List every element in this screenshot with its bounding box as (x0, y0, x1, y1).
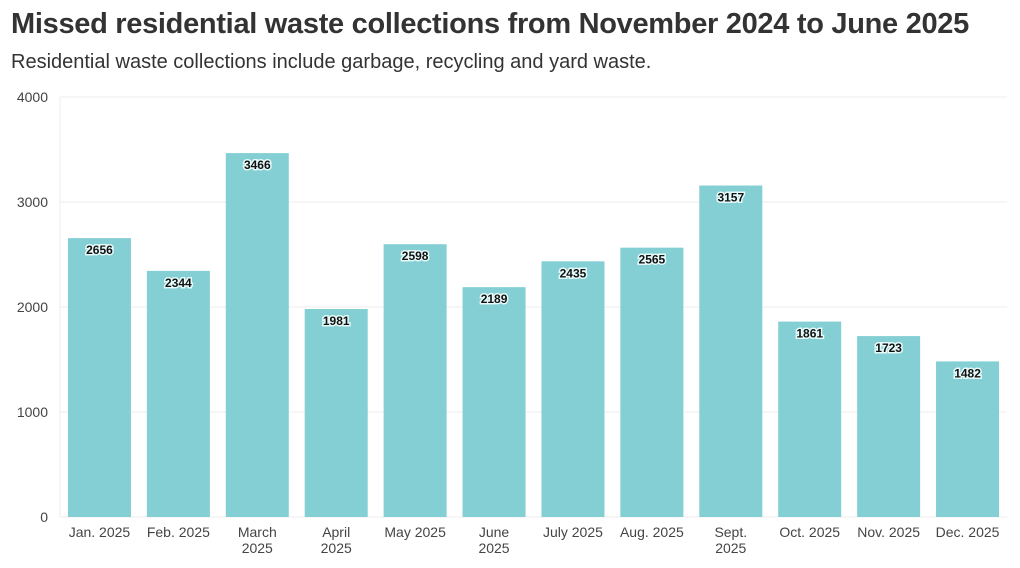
x-tick-label: Dec. 2025 (936, 524, 1000, 540)
data-label: 2656 (86, 243, 113, 257)
x-tick-label: 2025 (321, 540, 352, 556)
bar (304, 308, 368, 517)
y-tick-label: 2000 (17, 299, 48, 315)
x-tick-label: Aug. 2025 (620, 524, 684, 540)
bar (225, 153, 289, 517)
x-tick-label: April (322, 524, 350, 540)
x-tick-label: June (479, 524, 510, 540)
data-label: 3157 (717, 191, 744, 205)
data-label: 1482 (954, 366, 981, 380)
bar (857, 336, 921, 517)
x-tick-label: 2025 (242, 540, 273, 556)
x-tick-label: Feb. 2025 (147, 524, 210, 540)
y-tick-label: 1000 (17, 404, 48, 420)
x-tick-label: Sept. (714, 524, 747, 540)
data-label: 1861 (796, 327, 823, 341)
x-tick-label: Jan. 2025 (69, 524, 131, 540)
y-tick-label: 0 (40, 509, 48, 525)
bar (146, 270, 210, 517)
x-tick-label: March (238, 524, 277, 540)
bar (699, 185, 763, 517)
data-label: 2189 (481, 292, 508, 306)
x-tick-label: Nov. 2025 (857, 524, 920, 540)
data-label: 2598 (402, 249, 429, 263)
chart-subtitle: Residential waste collections include ga… (11, 51, 652, 73)
y-tick-label: 3000 (17, 194, 48, 210)
data-label: 1981 (323, 314, 350, 328)
x-tick-label: 2025 (478, 540, 509, 556)
bar (778, 321, 842, 517)
data-label: 3466 (244, 158, 271, 172)
x-tick-label: Oct. 2025 (779, 524, 840, 540)
data-label: 2435 (560, 266, 587, 280)
bar (383, 244, 447, 517)
bar (541, 261, 605, 517)
data-label: 1723 (875, 341, 902, 355)
x-tick-label: May 2025 (384, 524, 446, 540)
data-label: 2565 (639, 253, 666, 267)
bar (67, 238, 131, 517)
chart-title: Missed residential waste collections fro… (11, 8, 969, 40)
bar (462, 287, 526, 517)
y-tick-label: 4000 (17, 89, 48, 105)
x-tick-label: July 2025 (543, 524, 603, 540)
bar (620, 247, 684, 518)
bar (936, 361, 1000, 517)
x-tick-label: 2025 (715, 540, 746, 556)
data-label: 2344 (165, 276, 192, 290)
